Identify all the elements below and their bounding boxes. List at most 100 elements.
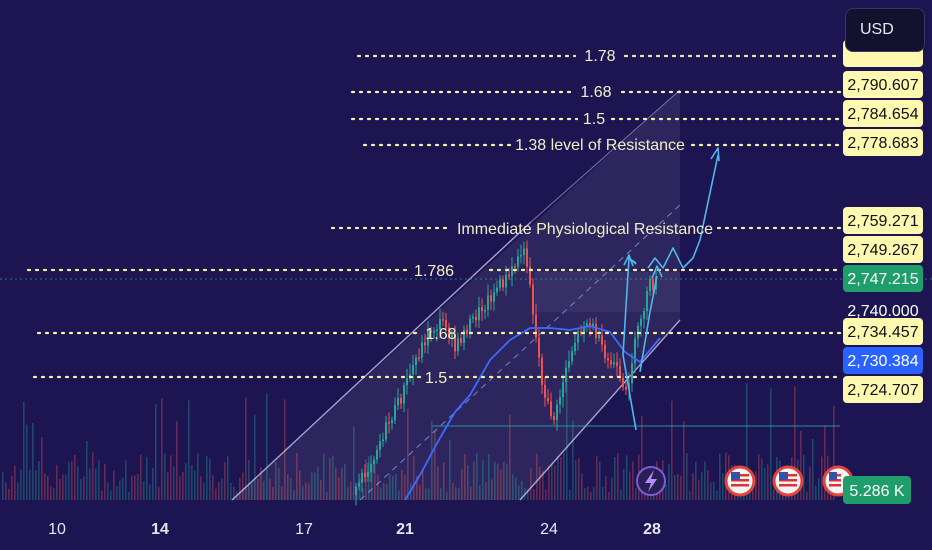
volume-bar <box>680 476 682 500</box>
volume-bar <box>140 455 142 500</box>
price-value: 2,740.000 <box>847 303 918 320</box>
candle-body <box>472 317 474 319</box>
volume-bar <box>773 489 775 500</box>
candle-body <box>595 324 597 338</box>
us-flag-icon[interactable] <box>726 467 754 495</box>
volume-bar <box>194 471 196 500</box>
candle-body <box>592 324 594 326</box>
candle-body <box>376 450 378 460</box>
volume-bar <box>35 470 37 500</box>
volume-bar <box>17 483 19 500</box>
x-tick-label: 14 <box>151 521 169 538</box>
x-tick-label: 28 <box>643 521 661 538</box>
candle-body <box>415 357 417 365</box>
volume-bar <box>602 487 604 500</box>
candle-body <box>523 248 525 255</box>
volume-bar <box>212 475 214 500</box>
candle-body <box>466 330 468 334</box>
volume-bar <box>692 473 694 500</box>
candle-body <box>505 275 507 287</box>
candle-body <box>601 335 603 344</box>
volume-bar <box>710 483 712 500</box>
volume-bar <box>23 402 25 500</box>
volume-bar <box>203 483 205 500</box>
candle-body <box>598 335 600 338</box>
volume-bar <box>125 460 127 500</box>
fib-label-1786: 1.786 <box>414 263 454 280</box>
candle-body <box>385 422 387 439</box>
volume-bar <box>569 490 571 500</box>
volume-bar <box>110 491 112 500</box>
candle-body <box>577 331 579 343</box>
volume-bar <box>707 470 709 500</box>
candle-body <box>391 420 393 423</box>
volume-bar <box>53 488 55 500</box>
price-tick: 2,740.000 <box>847 303 918 320</box>
volume-bar <box>113 471 115 500</box>
volume-bar <box>32 423 34 500</box>
volume-bar <box>173 467 175 500</box>
volume-bar <box>56 465 58 500</box>
price-value: 2,778.683 <box>847 135 918 152</box>
volume-bar <box>146 457 148 500</box>
candle-body <box>412 365 414 374</box>
volume-bar <box>155 404 157 500</box>
volume-bar <box>245 397 247 500</box>
volume-bar <box>14 466 16 500</box>
us-flag-icon[interactable] <box>774 467 802 495</box>
volume-bar <box>608 492 610 500</box>
candle-body <box>499 280 501 288</box>
volume-bar <box>695 462 697 500</box>
volume-bar <box>587 487 589 500</box>
volume-bar <box>677 474 679 500</box>
volume-bar <box>767 464 769 500</box>
candle-body <box>511 266 513 276</box>
candle-body <box>631 363 633 383</box>
volume-bar <box>59 479 61 500</box>
volume-bar <box>764 468 766 500</box>
volume-bar <box>2 472 4 500</box>
volume-bar <box>623 469 625 500</box>
volume-bar <box>104 464 106 500</box>
volume-bar <box>218 482 220 500</box>
price-value: 2,749.267 <box>847 242 918 259</box>
volume-bar <box>200 476 202 500</box>
candle-body <box>382 439 384 441</box>
candle-body <box>613 362 615 364</box>
volume-bar <box>131 476 133 500</box>
price-scale[interactable]: 2,790.607 2,784.654 2,778.683 2,759.271 … <box>843 40 923 504</box>
candle-body <box>379 441 381 450</box>
volume-bar <box>152 468 154 500</box>
candle-body <box>397 398 399 405</box>
candle-body <box>388 422 390 424</box>
candle-body <box>490 295 492 301</box>
volume-bar <box>161 398 163 500</box>
price-tag: 2,749.267 <box>843 236 923 263</box>
candle-body <box>367 472 369 477</box>
volume-bar <box>170 455 172 500</box>
candle-body <box>487 295 489 309</box>
volume-bar <box>674 475 676 500</box>
volume-bar <box>149 485 151 500</box>
volume-bar <box>65 474 67 500</box>
volume-bar <box>209 459 211 500</box>
candle-body <box>403 385 405 403</box>
candle-body <box>544 385 546 398</box>
candle-body <box>421 342 423 357</box>
price-value: 2,730.384 <box>847 353 918 370</box>
volume-bar <box>803 455 805 500</box>
volume-bar <box>206 456 208 500</box>
candle-body <box>562 382 564 397</box>
fib-label-15-upper: 1.5 <box>583 111 605 128</box>
candle-body <box>502 280 504 288</box>
candle-body <box>556 405 558 420</box>
volume-bar <box>116 486 118 500</box>
price-value: 2,790.607 <box>847 77 918 94</box>
currency-selector[interactable]: USD <box>845 8 925 52</box>
x-tick-label: 21 <box>396 521 414 538</box>
candle-body <box>526 248 528 266</box>
candle-body <box>418 357 420 359</box>
price-tag: 2,784.654 <box>843 100 923 127</box>
lightning-icon[interactable] <box>637 467 665 495</box>
